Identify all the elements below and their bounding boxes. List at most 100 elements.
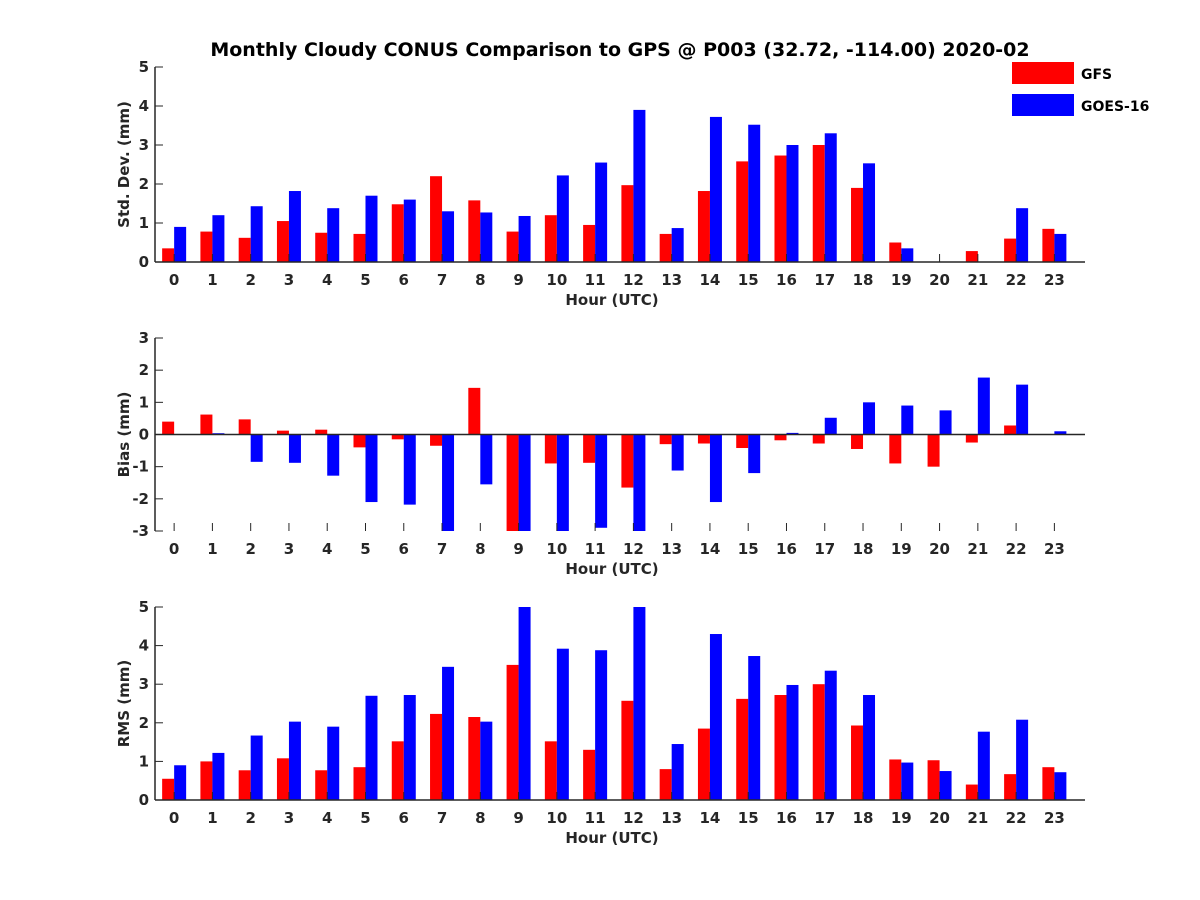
x-tick-label: 18: [853, 809, 874, 827]
x-tick-label: 16: [776, 809, 797, 827]
x-axis-label: Hour (UTC): [565, 560, 658, 578]
x-tick-label: 16: [776, 540, 797, 558]
bar-goes16-hour-11: [595, 434, 608, 528]
x-tick-label: 12: [623, 809, 644, 827]
bar-goes16-hour-8: [480, 212, 493, 262]
bar-gfs-hour-16: [774, 155, 787, 262]
bar-goes16-hour-23: [1054, 772, 1067, 800]
x-tick-label: 16: [776, 271, 797, 289]
x-tick-label: 22: [1006, 271, 1027, 289]
x-tick-label: 22: [1006, 809, 1027, 827]
x-tick-label: 1: [207, 271, 217, 289]
x-tick-label: 15: [738, 809, 759, 827]
bar-goes16-hour-2: [250, 206, 263, 262]
bar-gfs-hour-12: [621, 434, 634, 488]
bar-gfs-hour-14: [697, 434, 710, 444]
bar-gfs-hour-0: [162, 421, 175, 435]
bar-gfs-hour-9: [506, 664, 519, 800]
bar-gfs-hour-23: [1042, 767, 1055, 800]
bar-gfs-hour-17: [812, 434, 825, 444]
y-axis-label: RMS (mm): [115, 660, 133, 747]
x-tick-label: 4: [322, 540, 332, 558]
bar-gfs-hour-12: [621, 700, 634, 800]
bar-gfs-hour-16: [774, 434, 787, 441]
bar-gfs-hour-15: [736, 161, 749, 262]
bar-goes16-hour-22: [1016, 384, 1029, 435]
bar-gfs-hour-7: [430, 713, 443, 800]
bar-gfs-hour-6: [391, 434, 404, 440]
x-tick-label: 22: [1006, 540, 1027, 558]
bar-gfs-hour-14: [697, 728, 710, 800]
bar-gfs-hour-1: [200, 231, 213, 262]
y-axis-label: Bias (mm): [115, 392, 133, 478]
bar-goes16-hour-12: [633, 109, 646, 263]
bar-gfs-hour-5: [353, 434, 366, 448]
bar-goes16-hour-19: [901, 248, 914, 262]
bar-goes16-hour-3: [288, 721, 301, 800]
bar-goes16-hour-13: [671, 228, 684, 262]
bar-goes16-hour-23: [1054, 431, 1067, 435]
x-tick-label: 11: [585, 809, 606, 827]
x-tick-label: 14: [700, 271, 721, 289]
x-tick-label: 2: [245, 809, 255, 827]
x-tick-label: 17: [814, 540, 835, 558]
bar-goes16-hour-2: [250, 434, 263, 462]
bar-goes16-hour-16: [786, 684, 799, 800]
bar-gfs-hour-15: [736, 434, 749, 449]
bar-goes16-hour-22: [1016, 208, 1029, 262]
bar-goes16-hour-10: [556, 434, 569, 531]
bar-goes16-hour-9: [518, 215, 531, 262]
bar-goes16-hour-11: [595, 650, 608, 800]
legend: GFS GOES-16: [1012, 62, 1149, 116]
bar-gfs-hour-9: [506, 231, 519, 262]
x-tick-label: 18: [853, 540, 874, 558]
x-tick-label: 13: [661, 540, 682, 558]
legend-swatch-goes16: [1012, 94, 1074, 116]
x-tick-label: 13: [661, 809, 682, 827]
bar-goes16-hour-13: [671, 744, 684, 800]
x-tick-label: 21: [967, 540, 988, 558]
x-tick-label: 0: [169, 809, 179, 827]
x-tick-label: 4: [322, 809, 332, 827]
y-tick-label: 3: [139, 675, 149, 693]
x-tick-label: 6: [399, 540, 409, 558]
bar-gfs-hour-18: [851, 187, 864, 262]
bar-goes16-hour-19: [901, 405, 914, 435]
x-tick-label: 6: [399, 809, 409, 827]
bar-goes16-hour-15: [748, 656, 761, 800]
legend-label-gfs: GFS: [1081, 67, 1112, 83]
bar-gfs-hour-7: [430, 434, 443, 446]
x-tick-label: 5: [360, 271, 370, 289]
x-tick-label: 7: [437, 809, 447, 827]
bar-goes16-hour-13: [671, 434, 684, 471]
bar-goes16-hour-4: [327, 726, 340, 800]
bar-gfs-hour-1: [200, 761, 213, 800]
bar-gfs-hour-4: [315, 429, 328, 435]
x-tick-label: 19: [891, 271, 912, 289]
x-tick-label: 10: [546, 271, 567, 289]
bar-gfs-hour-11: [583, 434, 596, 463]
y-tick-label: -2: [132, 490, 149, 508]
bar-gfs-hour-18: [851, 434, 864, 449]
x-tick-label: 20: [929, 809, 950, 827]
x-tick-label: 3: [284, 271, 294, 289]
bar-goes16-hour-17: [824, 133, 837, 262]
bar-gfs-hour-8: [468, 717, 481, 800]
bar-gfs-hour-11: [583, 749, 596, 800]
x-tick-label: 9: [513, 809, 523, 827]
bar-goes16-hour-21: [977, 377, 990, 435]
y-tick-label: 4: [139, 637, 149, 655]
bar-goes16-hour-14: [709, 434, 722, 503]
bar-goes16-hour-11: [595, 162, 608, 262]
bar-goes16-hour-18: [863, 402, 876, 435]
bar-goes16-hour-21: [977, 731, 990, 800]
bar-gfs-hour-0: [162, 778, 175, 800]
x-tick-label: 17: [814, 271, 835, 289]
bar-gfs-hour-8: [468, 200, 481, 262]
y-tick-label: 1: [139, 752, 149, 770]
x-tick-label: 9: [513, 271, 523, 289]
bar-gfs-hour-6: [391, 741, 404, 800]
bar-gfs-hour-19: [889, 434, 902, 464]
